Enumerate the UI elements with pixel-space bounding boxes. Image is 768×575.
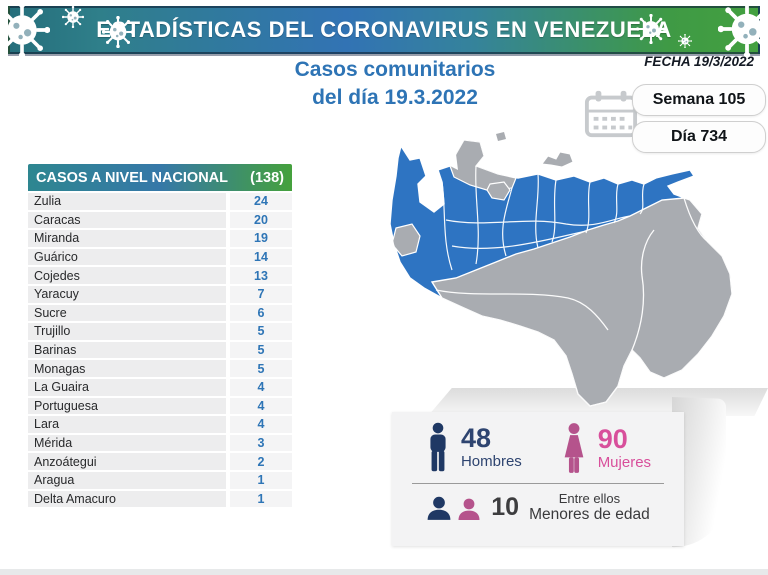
- cases-total: (138): [250, 169, 284, 186]
- state-cases: 1: [230, 471, 292, 489]
- state-cases: 2: [230, 453, 292, 470]
- state-name: Yaracuy: [28, 285, 226, 303]
- state-cases: 24: [230, 193, 292, 210]
- state-name: Mérida: [28, 434, 226, 452]
- menores-stat: 10 Entre ellos Menores de edad: [406, 491, 670, 524]
- hombres-stat: 48 Hombres: [425, 422, 522, 472]
- mujeres-label: Mujeres: [597, 453, 652, 471]
- venezuela-map: [389, 132, 733, 407]
- menores-value: 10: [491, 493, 520, 521]
- state-name: Aragua: [28, 471, 226, 489]
- menores-label-line2: Menores de edad: [529, 506, 650, 523]
- state-cases: 4: [230, 416, 292, 433]
- menores-label-line1: Entre ellos: [558, 491, 621, 506]
- male-icon: [430, 422, 446, 472]
- header-banner: ESTADÍSTICAS DEL CORONAVIRUS EN VENEZUEL…: [0, 0, 768, 58]
- state-cases: 20: [230, 211, 292, 229]
- table-row: Guárico 14: [28, 248, 292, 266]
- table-row: Caracas 20: [28, 211, 292, 229]
- state-cases: 19: [230, 230, 292, 247]
- hombres-value: 48: [460, 422, 491, 453]
- state-cases: 5: [230, 360, 292, 377]
- state-name: Anzoátegui: [28, 453, 226, 470]
- person-bust-icon: [427, 496, 451, 520]
- state-cases: 5: [230, 323, 292, 340]
- state-cases: 1: [230, 490, 292, 508]
- bottom-strip: [0, 569, 768, 575]
- cases-table-title: CASOS A NIVEL NACIONAL: [36, 169, 229, 186]
- state-cases: 3: [230, 434, 292, 452]
- mujeres-value: 90: [597, 423, 628, 454]
- subtitle-line2: del día 19.3.2022: [312, 86, 478, 109]
- subtitle-line1: Casos comunitarios: [294, 58, 496, 81]
- state-name: Trujillo: [28, 323, 226, 340]
- cases-table-header: CASOS A NIVEL NACIONAL (138): [28, 164, 292, 191]
- page-title: ESTADÍSTICAS DEL CORONAVIRUS EN VENEZUEL…: [96, 17, 672, 42]
- state-cases: 4: [230, 397, 292, 415]
- hombres-label: Hombres: [460, 452, 522, 470]
- table-row: Lara 4: [28, 416, 292, 433]
- state-cases: 5: [230, 341, 292, 359]
- state-name: Miranda: [28, 230, 226, 247]
- virus-icon: [0, 2, 50, 58]
- state-borders: [441, 165, 645, 271]
- table-row: Portuguesa 4: [28, 397, 292, 415]
- state-name: Sucre: [28, 304, 226, 322]
- cases-table-body: Zulia 24 Caracas 20 Miranda 19 Guárico 1…: [28, 193, 292, 508]
- table-row: Sucre 6: [28, 304, 292, 322]
- state-name: Barinas: [28, 341, 226, 359]
- map-inactive-falcon: [449, 140, 517, 192]
- table-row: Cojedes 13: [28, 267, 292, 284]
- semana-text: Semana 105: [652, 91, 746, 108]
- virus-icon: [62, 6, 84, 28]
- cases-table: CASOS A NIVEL NACIONAL (138) Zulia 24 Ca…: [28, 164, 292, 508]
- table-row: Barinas 5: [28, 341, 292, 359]
- table-row: Yaracuy 7: [28, 285, 292, 303]
- state-name: Guárico: [28, 248, 226, 266]
- table-row: Trujillo 5: [28, 323, 292, 340]
- female-icon: [564, 423, 584, 473]
- table-row: Anzoátegui 2: [28, 453, 292, 470]
- state-name: Caracas: [28, 211, 226, 229]
- virus-icon: [718, 0, 768, 58]
- person-bust-icon: [458, 498, 480, 520]
- state-name: Delta Amacuro: [28, 490, 226, 508]
- state-cases: 4: [230, 378, 292, 396]
- calendar-icon: [584, 90, 638, 138]
- map-island-small: [496, 132, 506, 141]
- virus-icon: [678, 34, 692, 48]
- table-row: Delta Amacuro 1: [28, 490, 292, 508]
- table-row: Monagas 5: [28, 360, 292, 377]
- semana-badge: Semana 105: [632, 84, 766, 116]
- card-divider: [412, 483, 664, 484]
- table-row: Mérida 3: [28, 434, 292, 452]
- subtitle: Casos comunitarios del día 19.3.2022: [235, 56, 555, 112]
- state-name: Zulia: [28, 193, 226, 210]
- state-cases: 6: [230, 304, 292, 322]
- map-inactive-small-state: [486, 181, 511, 201]
- dia-text: Día 734: [670, 128, 728, 145]
- table-row: Aragua 1: [28, 471, 292, 489]
- state-name: Monagas: [28, 360, 226, 377]
- fecha-label: FECHA 19/3/2022: [644, 54, 754, 69]
- state-cases: 14: [230, 248, 292, 266]
- dia-badge: Día 734: [632, 121, 766, 153]
- virus-icon: [636, 14, 666, 44]
- table-row: Zulia 24: [28, 193, 292, 210]
- state-name: Cojedes: [28, 267, 226, 284]
- state-name: La Guaira: [28, 378, 226, 396]
- state-cases: 13: [230, 267, 292, 284]
- virus-icon: [102, 16, 134, 48]
- map-island-margarita: [541, 151, 574, 168]
- state-name: Lara: [28, 416, 226, 433]
- south-borders: [435, 197, 709, 351]
- state-cases: 7: [230, 285, 292, 303]
- table-row: La Guaira 4: [28, 378, 292, 396]
- mujeres-stat: 90 Mujeres: [560, 422, 651, 474]
- table-row: Miranda 19: [28, 230, 292, 247]
- state-name: Portuguesa: [28, 397, 226, 415]
- gender-stats-card: 48 Hombres 90 Mujeres: [392, 412, 684, 546]
